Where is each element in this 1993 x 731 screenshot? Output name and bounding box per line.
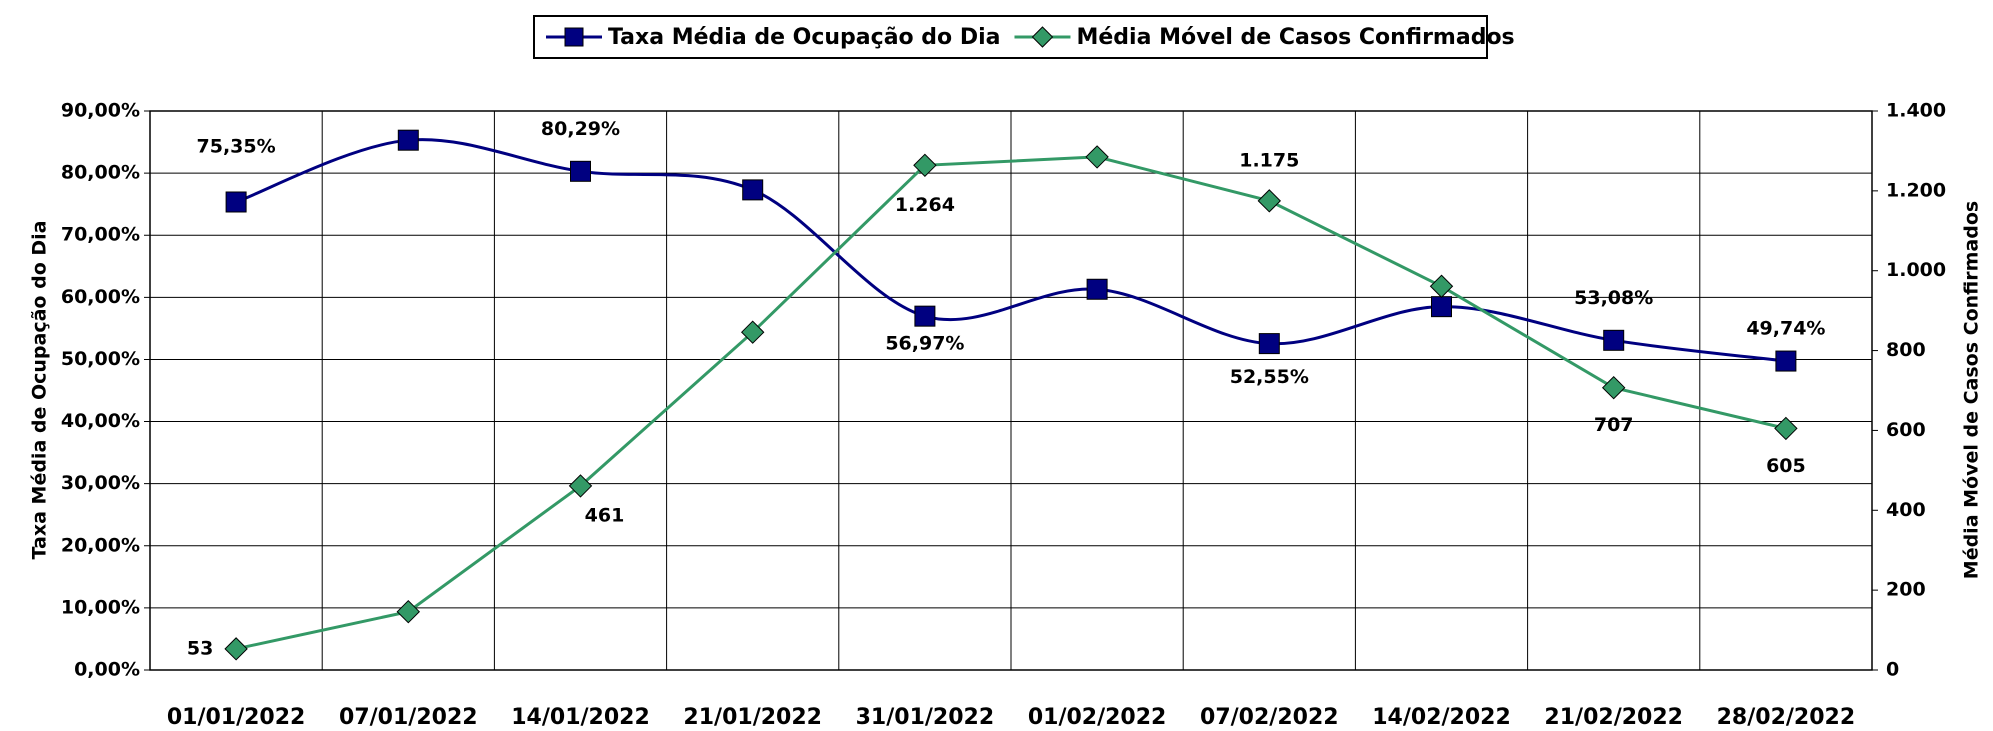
y-tick-label: 40,00% xyxy=(61,410,140,432)
x-tick-label: 28/02/2022 xyxy=(1717,705,1856,730)
y-tick-label: 10,00% xyxy=(61,596,140,618)
y-tick-label: 30,00% xyxy=(61,472,140,494)
y2-tick-label: 600 xyxy=(1886,419,1926,441)
y-tick-label: 90,00% xyxy=(61,100,140,122)
legend-marker xyxy=(564,27,584,47)
x-tick-label: 21/02/2022 xyxy=(1544,705,1683,730)
x-tick-label: 14/01/2022 xyxy=(511,705,650,730)
series-line xyxy=(235,138,1787,363)
data-label: 461 xyxy=(585,504,625,526)
y2-tick-label: 1.000 xyxy=(1886,259,1946,281)
x-tick-label: 07/02/2022 xyxy=(1200,705,1339,730)
x-tick-label: 21/01/2022 xyxy=(683,705,822,730)
data-label: 53 xyxy=(187,637,213,659)
y-axis-title: Taxa Média de Ocupação do Dia xyxy=(29,221,51,560)
marker xyxy=(225,191,247,213)
marker xyxy=(568,474,593,498)
marker xyxy=(740,320,765,344)
marker xyxy=(1429,274,1454,298)
marker xyxy=(914,305,936,327)
marker xyxy=(1431,296,1452,318)
data-label: 75,35% xyxy=(197,135,276,157)
y2-tick-label: 400 xyxy=(1886,499,1926,521)
data-label: 1.264 xyxy=(895,194,955,216)
data-label: 56,97% xyxy=(885,333,964,355)
x-tick-label: 01/01/2022 xyxy=(167,705,306,730)
y-tick-label: 60,00% xyxy=(61,286,140,308)
y2-tick-label: 200 xyxy=(1886,579,1926,601)
series-line xyxy=(235,155,1787,651)
marker xyxy=(397,129,419,151)
y2-tick-label: 0 xyxy=(1886,659,1899,681)
marker xyxy=(1603,329,1625,351)
data-label: 52,55% xyxy=(1230,366,1309,388)
data-label: 1.175 xyxy=(1239,149,1299,171)
x-tick-label: 31/01/2022 xyxy=(856,705,995,730)
y-tick-label: 70,00% xyxy=(61,224,140,246)
data-label: 80,29% xyxy=(541,118,620,140)
y2-tick-label: 1.400 xyxy=(1886,100,1946,122)
data-label: 707 xyxy=(1594,414,1634,436)
marker xyxy=(396,599,421,624)
x-tick-label: 07/01/2022 xyxy=(339,705,478,730)
marker xyxy=(1601,375,1626,400)
marker xyxy=(742,179,764,201)
marker xyxy=(1257,189,1282,213)
legend-label: Taxa Média de Ocupação do Dia xyxy=(608,25,1000,50)
marker xyxy=(570,160,591,182)
legend-label: Média Móvel de Casos Confirmados xyxy=(1076,25,1514,50)
y-tick-label: 20,00% xyxy=(61,534,140,556)
marker xyxy=(1775,350,1797,372)
x-tick-label: 01/02/2022 xyxy=(1028,705,1167,730)
marker xyxy=(224,637,248,661)
marker xyxy=(1774,416,1798,441)
marker xyxy=(1086,278,1108,300)
legend xyxy=(533,15,1488,59)
y-tick-label: 0,00% xyxy=(74,659,140,681)
y2-tick-label: 800 xyxy=(1886,339,1926,361)
data-label: 605 xyxy=(1766,455,1806,477)
y2-axis-title: Média Móvel de Casos Confirmados xyxy=(1961,201,1983,579)
data-label: 53,08% xyxy=(1574,287,1653,309)
marker xyxy=(1085,145,1109,169)
data-label: 49,74% xyxy=(1746,318,1825,340)
y2-tick-label: 1.200 xyxy=(1886,179,1946,201)
x-tick-label: 14/02/2022 xyxy=(1372,705,1511,730)
y-tick-label: 50,00% xyxy=(61,348,140,370)
marker xyxy=(1258,333,1280,355)
legend-marker xyxy=(1031,26,1054,48)
y-tick-label: 80,00% xyxy=(61,162,140,184)
marker xyxy=(913,153,937,178)
